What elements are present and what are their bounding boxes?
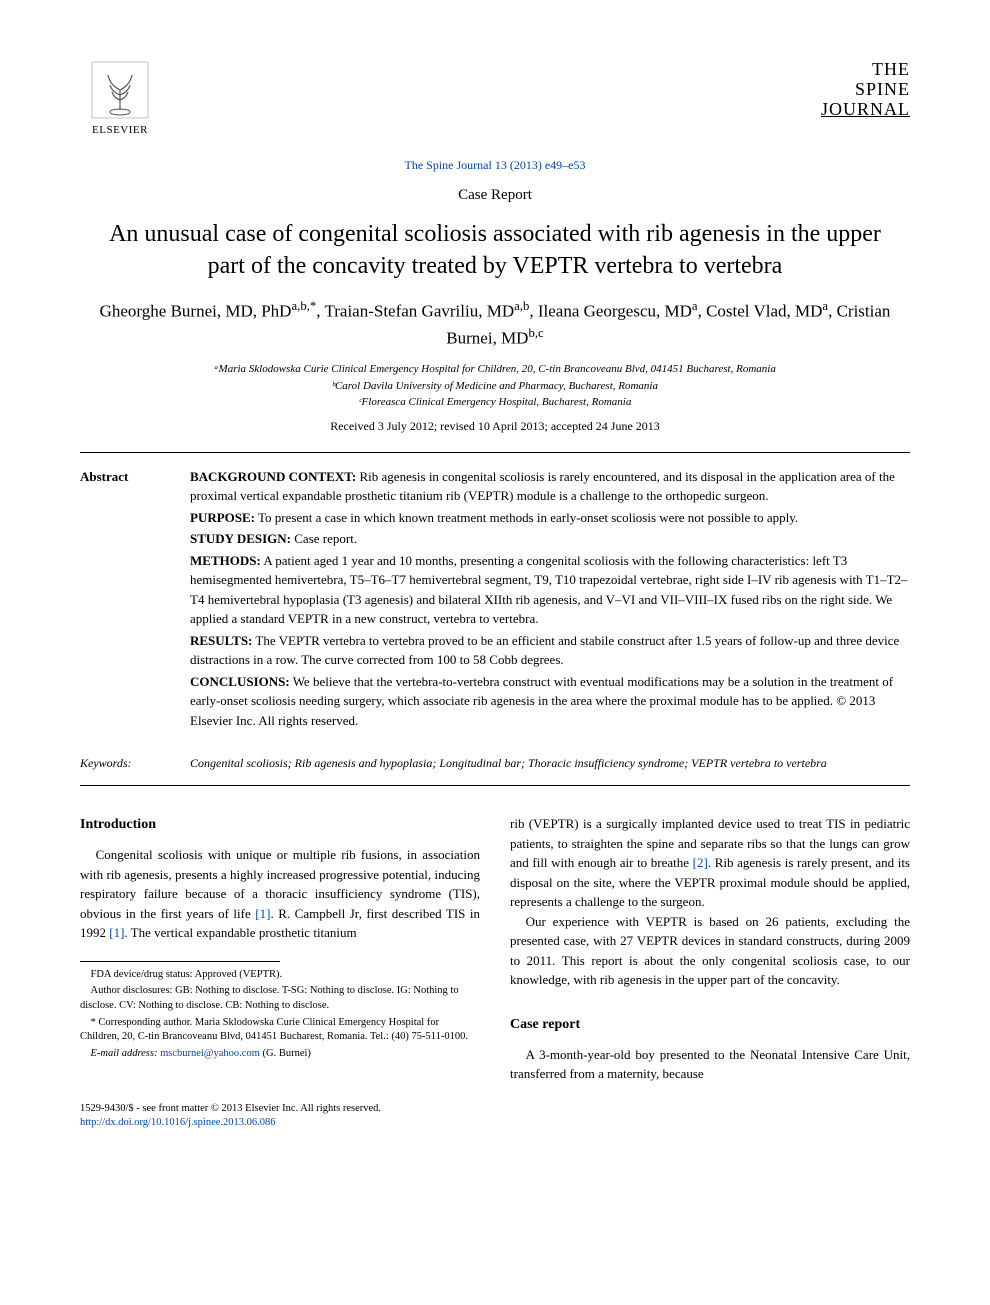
affiliation: ᵇCarol Davila University of Medicine and… bbox=[80, 378, 910, 395]
abstract-section-label: RESULTS: bbox=[190, 633, 252, 648]
body-column-right: rib (VEPTR) is a surgically implanted de… bbox=[510, 814, 910, 1084]
abstract-block: Abstract BACKGROUND CONTEXT: Rib agenesi… bbox=[80, 453, 910, 747]
page-header: ELSEVIER THE SPINE JOURNAL bbox=[80, 60, 910, 150]
author-list: Gheorghe Burnei, MD, PhDa,b,*, Traian-St… bbox=[80, 297, 910, 351]
footnote-disclosures: Author disclosures: GB: Nothing to discl… bbox=[80, 984, 480, 1013]
section-heading-case-report: Case report bbox=[510, 1014, 910, 1035]
abstract-section-label: METHODS: bbox=[190, 553, 261, 568]
copyright-block: 1529-9430/$ - see front matter © 2013 El… bbox=[80, 1102, 910, 1131]
abstract-section-text: A patient aged 1 year and 10 months, pre… bbox=[190, 553, 908, 627]
abstract-section: CONCLUSIONS: We believe that the vertebr… bbox=[190, 672, 910, 731]
divider bbox=[80, 785, 910, 786]
abstract-section-text: Case report. bbox=[291, 531, 357, 546]
journal-logo: THE SPINE JOURNAL bbox=[821, 60, 910, 119]
journal-logo-line: THE bbox=[821, 60, 910, 80]
footnote-fda: FDA device/drug status: Approved (VEPTR)… bbox=[80, 968, 480, 983]
case-paragraph: A 3-month-year-old boy presented to the … bbox=[510, 1045, 910, 1084]
keywords-row: Keywords: Congenital scoliosis; Rib agen… bbox=[80, 746, 910, 785]
article-type: Case Report bbox=[80, 187, 910, 204]
doi-link[interactable]: http://dx.doi.org/10.1016/j.spinee.2013.… bbox=[80, 1117, 276, 1128]
publisher-name: ELSEVIER bbox=[92, 124, 148, 136]
body-paragraph: rib (VEPTR) is a surgically implanted de… bbox=[510, 814, 910, 912]
journal-logo-line: JOURNAL bbox=[821, 100, 910, 120]
body-column-left: Introduction Congenital scoliosis with u… bbox=[80, 814, 480, 1084]
affiliation: ᵃMaria Sklodowska Curie Clinical Emergen… bbox=[80, 361, 910, 378]
citation-link[interactable]: [1] bbox=[109, 925, 124, 940]
abstract-section-label: CONCLUSIONS: bbox=[190, 674, 290, 689]
abstract-section-text: We believe that the vertebra-to-vertebra… bbox=[190, 674, 893, 728]
affiliation: ᶜFloreasca Clinical Emergency Hospital, … bbox=[80, 394, 910, 411]
abstract-content: BACKGROUND CONTEXT: Rib agenesis in cong… bbox=[190, 467, 910, 733]
citation-link[interactable]: [2] bbox=[693, 855, 708, 870]
footnotes-block: FDA device/drug status: Approved (VEPTR)… bbox=[80, 968, 480, 1062]
abstract-section: RESULTS: The VEPTR vertebra to vertebra … bbox=[190, 631, 910, 670]
email-author: (G. Burnei) bbox=[260, 1048, 311, 1059]
body-text: . The vertical expandable prosthetic tit… bbox=[124, 925, 356, 940]
article-title: An unusual case of congenital scoliosis … bbox=[80, 218, 910, 283]
abstract-section: BACKGROUND CONTEXT: Rib agenesis in cong… bbox=[190, 467, 910, 506]
citation-link[interactable]: [1] bbox=[255, 906, 270, 921]
abstract-section-text: To present a case in which known treatme… bbox=[255, 510, 798, 525]
journal-reference: The Spine Journal 13 (2013) e49–e53 bbox=[80, 158, 910, 173]
affiliations: ᵃMaria Sklodowska Curie Clinical Emergen… bbox=[80, 361, 910, 411]
body-columns: Introduction Congenital scoliosis with u… bbox=[80, 814, 910, 1084]
footnote-corresponding: * Corresponding author. Maria Sklodowska… bbox=[80, 1016, 480, 1045]
abstract-section-label: STUDY DESIGN: bbox=[190, 531, 291, 546]
section-heading-introduction: Introduction bbox=[80, 814, 480, 835]
footnote-email: E-mail address: mscburnei@yahoo.com (G. … bbox=[80, 1047, 480, 1062]
publisher-logo: ELSEVIER bbox=[80, 60, 160, 150]
abstract-section-label: PURPOSE: bbox=[190, 510, 255, 525]
abstract-label: Abstract bbox=[80, 467, 190, 733]
abstract-section: PURPOSE: To present a case in which know… bbox=[190, 508, 910, 528]
keywords-label: Keywords: bbox=[80, 756, 190, 771]
keywords-text: Congenital scoliosis; Rib agenesis and h… bbox=[190, 756, 827, 771]
article-history: Received 3 July 2012; revised 10 April 2… bbox=[80, 419, 910, 434]
copyright-text: 1529-9430/$ - see front matter © 2013 El… bbox=[80, 1102, 910, 1117]
journal-logo-line: SPINE bbox=[821, 80, 910, 100]
email-link[interactable]: mscburnei@yahoo.com bbox=[160, 1048, 260, 1059]
abstract-section: METHODS: A patient aged 1 year and 10 mo… bbox=[190, 551, 910, 629]
abstract-section-text: The VEPTR vertebra to vertebra proved to… bbox=[190, 633, 899, 668]
abstract-section-label: BACKGROUND CONTEXT: bbox=[190, 469, 356, 484]
email-label: E-mail address: bbox=[91, 1048, 161, 1059]
elsevier-tree-icon bbox=[90, 60, 150, 120]
footnote-divider bbox=[80, 961, 280, 962]
intro-paragraph: Congenital scoliosis with unique or mult… bbox=[80, 845, 480, 943]
abstract-section: STUDY DESIGN: Case report. bbox=[190, 529, 910, 549]
body-paragraph: Our experience with VEPTR is based on 26… bbox=[510, 912, 910, 990]
